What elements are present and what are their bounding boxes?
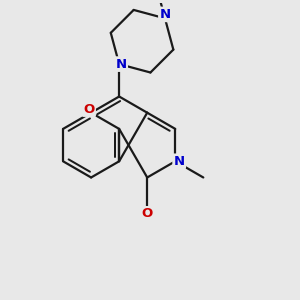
Text: N: N (174, 155, 185, 168)
Text: O: O (83, 103, 94, 116)
Text: N: N (159, 8, 170, 21)
Text: N: N (116, 58, 127, 70)
Text: O: O (142, 207, 153, 220)
